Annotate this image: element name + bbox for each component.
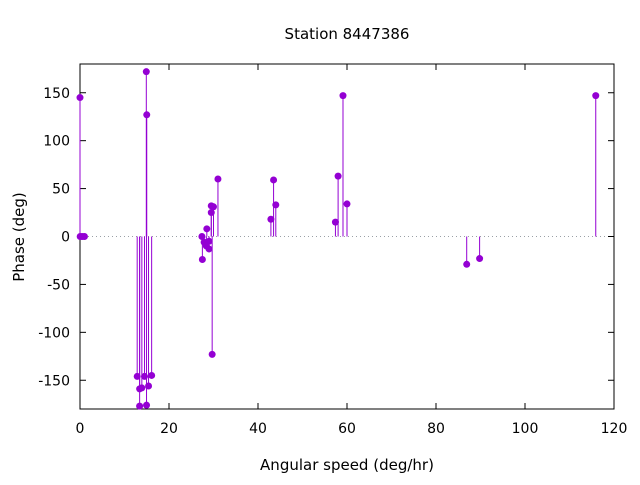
data-point [203,225,211,233]
chart-title: Station 8447386 [285,25,410,43]
x-tick-label: 20 [160,421,178,437]
x-tick-label: 0 [76,421,85,437]
data-point [208,350,216,358]
data-point [331,218,339,226]
x-tick-label: 120 [601,421,628,437]
data-point [205,237,213,245]
data-point [133,372,141,380]
data-point [145,382,153,390]
y-tick-label: 150 [43,86,70,102]
data-point [143,111,151,119]
x-tick-label: 100 [512,421,539,437]
data-point [343,200,351,208]
data-point [148,371,156,379]
x-axis-label: Angular speed (deg/hr) [260,456,434,474]
data-point [334,172,342,180]
y-tick-label: 100 [43,134,70,150]
data-point [267,215,275,223]
x-tick-label: 80 [427,421,445,437]
data-point [142,68,150,76]
data-point [138,384,146,392]
y-axis-label: Phase (deg) [10,192,28,282]
data-point [463,260,471,268]
data-point [272,201,280,209]
data-point [476,255,484,263]
y-tick-label: -150 [38,373,70,389]
y-tick-label: -50 [47,277,70,293]
data-point [214,175,222,183]
data-point [143,401,151,409]
y-tick-label: -100 [38,325,70,341]
y-tick-label: 0 [61,230,70,246]
data-point [592,92,600,100]
y-tick-label: 50 [52,182,70,198]
plot-area: 0 20 40 60 80 100 120 150 100 50 0 -50 -100 -150 [38,63,628,437]
data-point [339,92,347,100]
data-point [198,256,206,263]
data-point [210,203,217,211]
x-tick-label: 40 [249,421,267,437]
data-point [136,402,144,410]
data-point [270,176,278,184]
data-point [76,94,84,102]
data-point [205,245,213,253]
x-tick-label: 60 [338,421,356,437]
data-point [80,233,88,240]
